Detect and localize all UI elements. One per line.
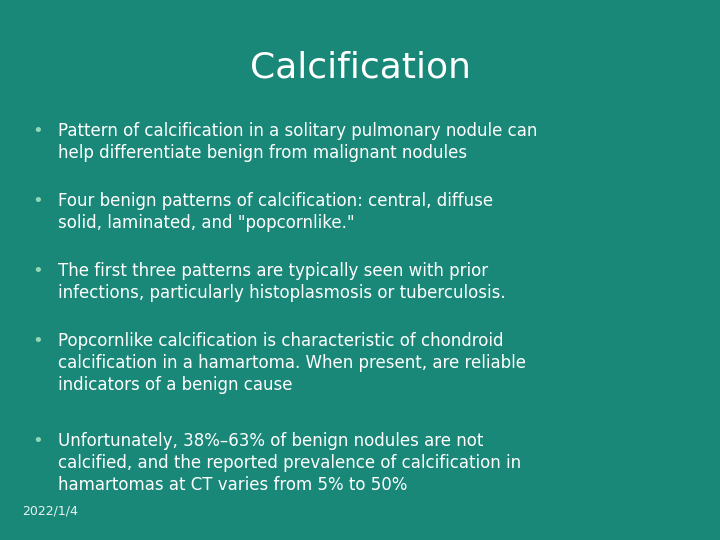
Text: •: • — [32, 432, 43, 450]
Text: Popcornlike calcification is characteristic of chondroid
calcification in a hama: Popcornlike calcification is characteris… — [58, 332, 526, 394]
Text: •: • — [32, 262, 43, 280]
Text: •: • — [32, 192, 43, 210]
Text: Pattern of calcification in a solitary pulmonary nodule can
help differentiate b: Pattern of calcification in a solitary p… — [58, 122, 537, 162]
Text: Four benign patterns of calcification: central, diffuse
solid, laminated, and "p: Four benign patterns of calcification: c… — [58, 192, 493, 232]
Text: Calcification: Calcification — [250, 50, 470, 84]
Text: Unfortunately, 38%–63% of benign nodules are not
calcified, and the reported pre: Unfortunately, 38%–63% of benign nodules… — [58, 432, 521, 495]
Text: •: • — [32, 122, 43, 140]
Text: •: • — [32, 332, 43, 350]
Text: 2022/1/4: 2022/1/4 — [22, 505, 78, 518]
Text: The first three patterns are typically seen with prior
infections, particularly : The first three patterns are typically s… — [58, 262, 505, 302]
